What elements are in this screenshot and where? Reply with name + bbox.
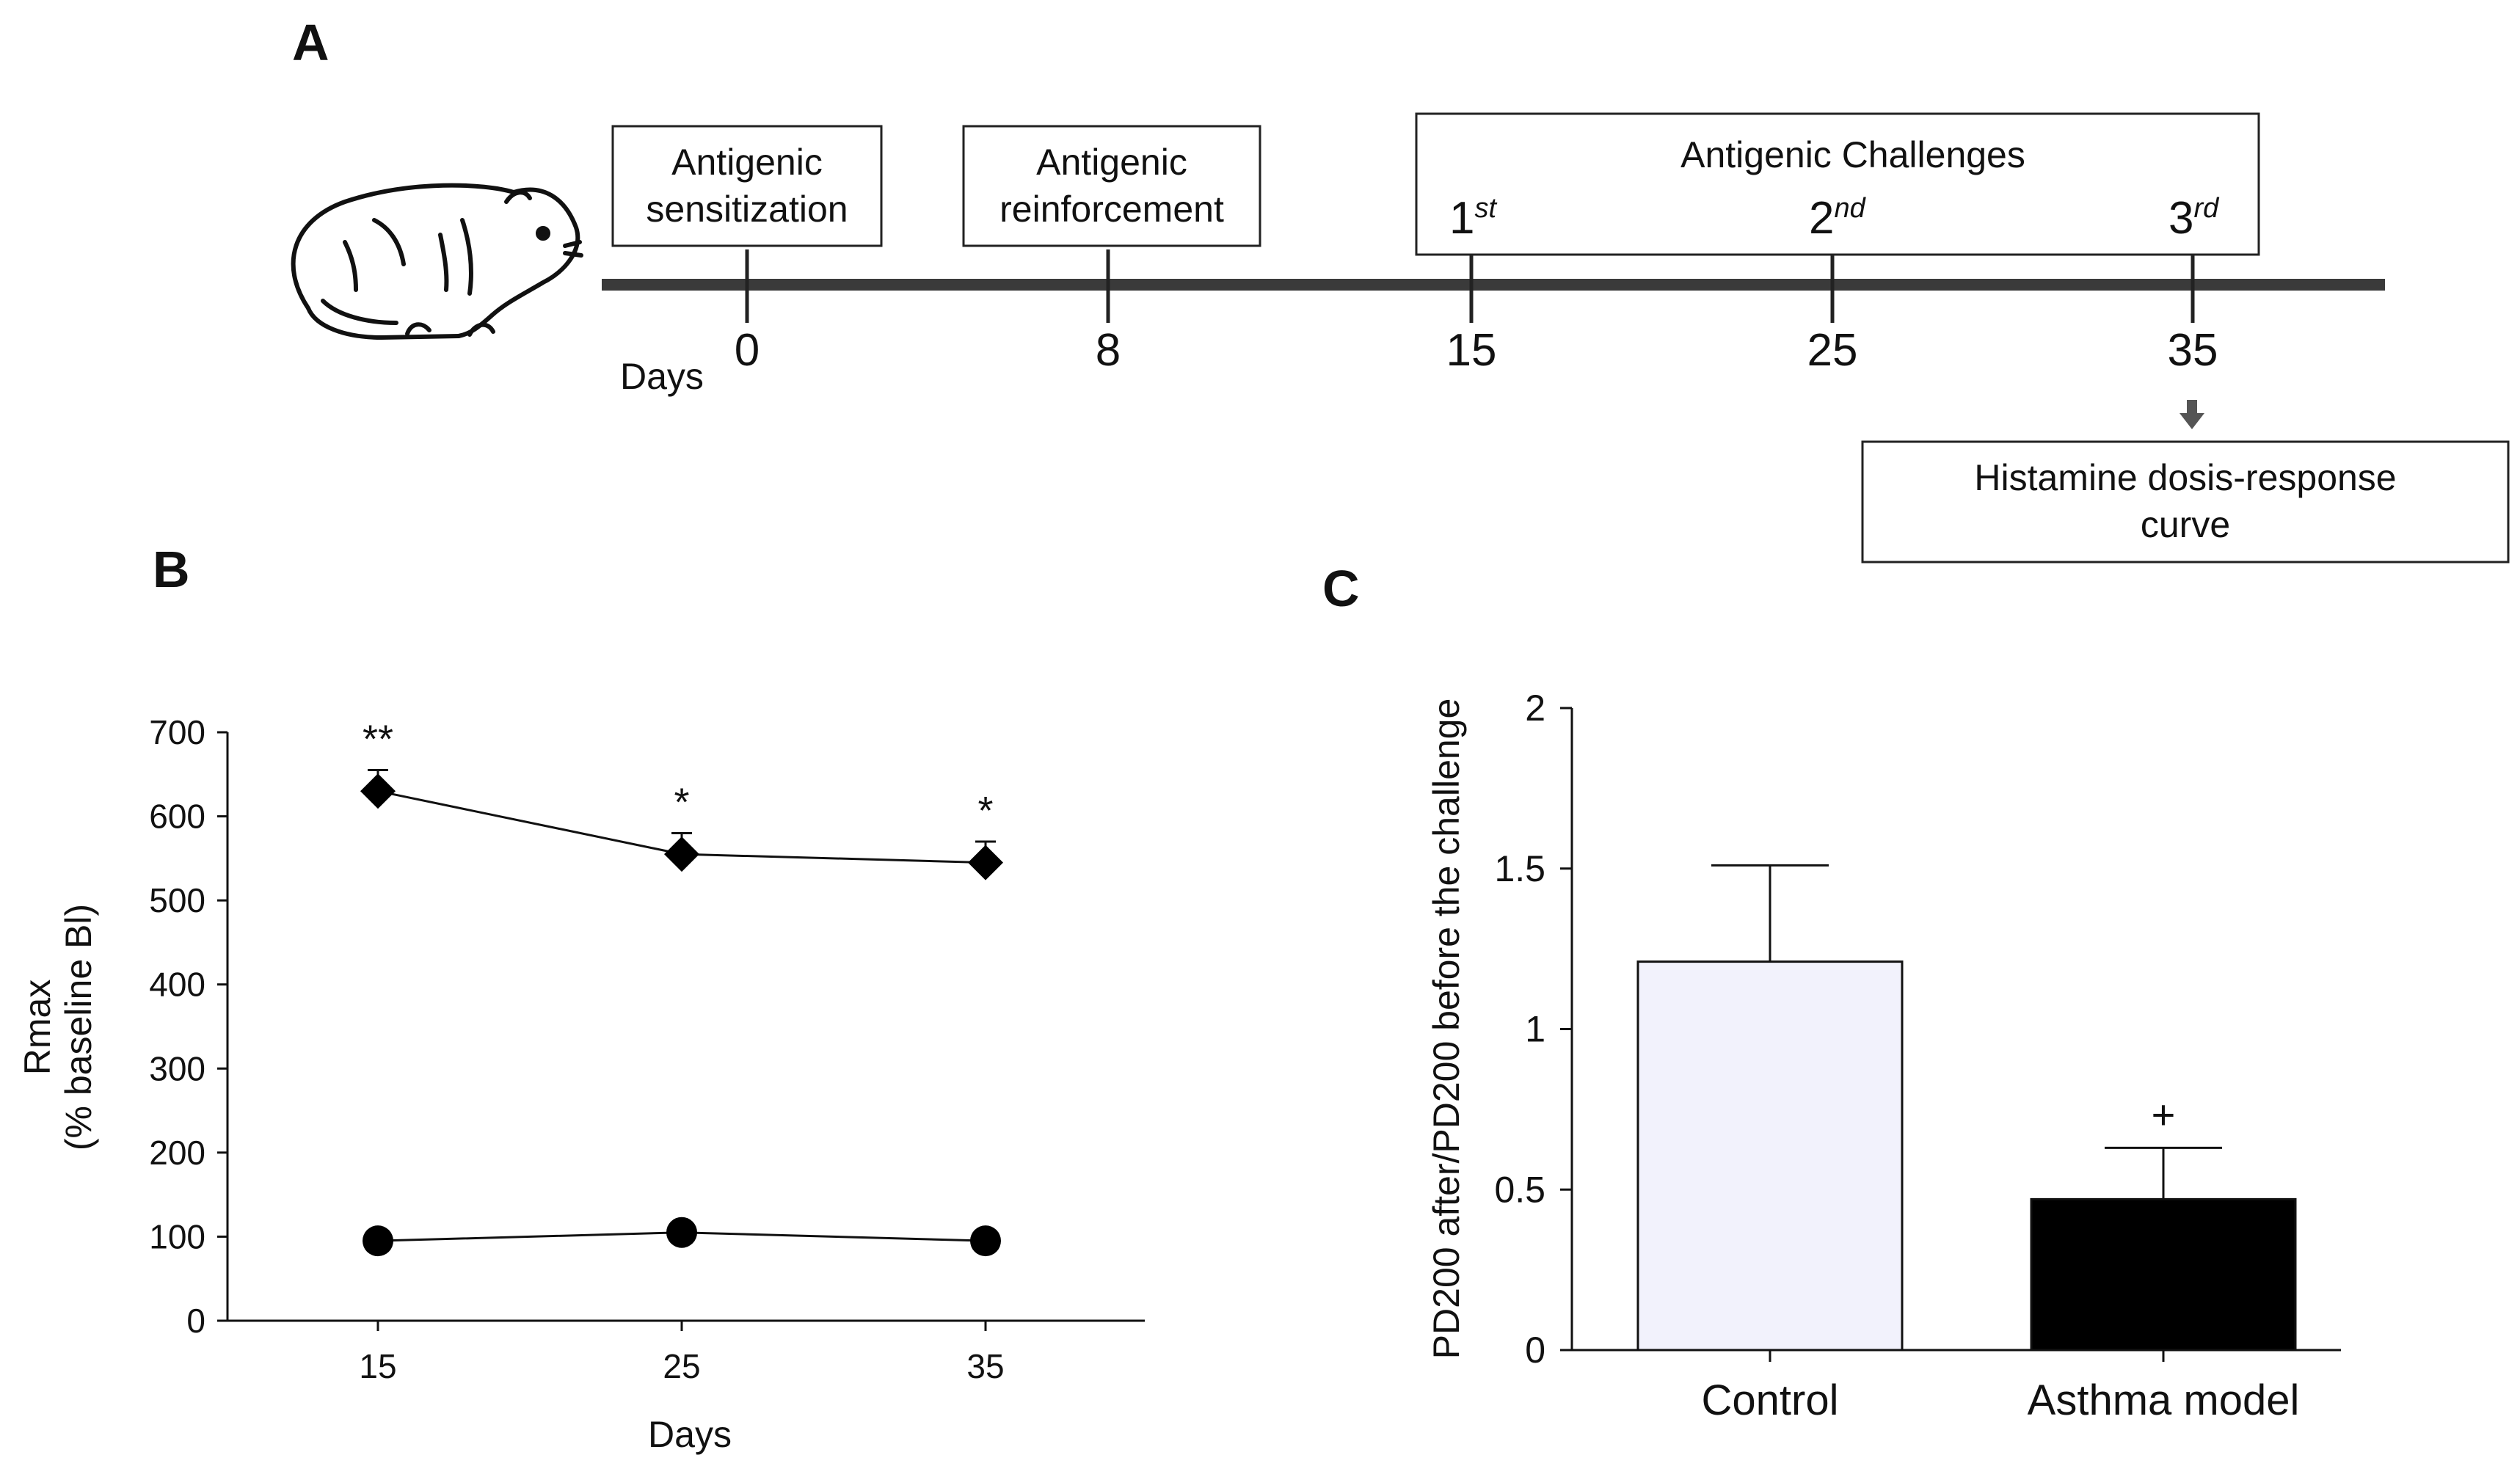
reinforcement-line2: reinforcement <box>999 189 1224 230</box>
day-8: 8 <box>1096 325 1121 376</box>
significance-marker: * <box>674 780 689 824</box>
reinforcement-box <box>962 125 1261 247</box>
day-35: 35 <box>2168 325 2218 376</box>
significance-marker: + <box>2152 1091 2176 1137</box>
chart-c-ytick-label: 0 <box>1525 1330 1545 1371</box>
chart-c-ytick-label: 1.5 <box>1494 848 1545 889</box>
circle-point <box>970 1225 1001 1257</box>
diamond-point <box>968 845 1003 880</box>
chart-c-ytick-label: 2 <box>1525 688 1545 729</box>
chart-b-ylabel: Rmax <box>17 980 58 1076</box>
chart-c-category-label: Control <box>1702 1376 1839 1424</box>
chart-b-ytick-label: 0 <box>186 1302 205 1340</box>
chart-b-ylabel2: (% baseline Bl) <box>58 904 99 1150</box>
ordinal-1st: 1st <box>1449 193 1497 244</box>
bar-chart-c: 0 0.5 1 1.5 2 Control Asthma model + PD200 aft… <box>1426 688 2341 1424</box>
chart-c-ytick-label: 1 <box>1525 1009 1545 1050</box>
sensitization-line1: Antigenic <box>671 142 823 183</box>
ordinal-2-num: 2 <box>1809 193 1834 244</box>
chart-b-xtick-label: 25 <box>663 1347 700 1385</box>
chart-b-ytick-label: 500 <box>149 881 205 919</box>
diamond-point <box>664 836 699 872</box>
day-25: 25 <box>1807 325 1858 376</box>
chart-b-xtick-label: 15 <box>359 1347 396 1385</box>
histamine-line2: curve <box>2141 504 2230 545</box>
ordinal-1-sup: st <box>1474 193 1497 224</box>
panel-label-a: A <box>292 14 329 71</box>
bar-0 <box>1636 960 1904 1352</box>
chart-b-ytick-label: 600 <box>149 798 205 836</box>
diamond-point <box>360 773 396 809</box>
ordinal-2-sup: nd <box>1834 193 1866 224</box>
significance-marker: * <box>977 789 993 833</box>
significance-marker: ** <box>363 718 393 762</box>
chart-c-ytick-label: 0.5 <box>1494 1169 1545 1210</box>
ordinal-1-num: 1 <box>1449 193 1474 244</box>
chart-c-ylabel: PD200 after/PD200 before the challenge <box>1426 699 1467 1360</box>
chart-b-ytick-label: 300 <box>149 1049 205 1087</box>
circle-point <box>363 1225 393 1257</box>
panel-label-c: C <box>1322 560 1360 617</box>
timeline-days-label: Days <box>620 356 704 397</box>
chart-b-ytick-label: 100 <box>149 1217 205 1255</box>
challenges-title: Antigenic Challenges <box>1680 134 2025 175</box>
timeline: Days 0 8 15 25 35 Antigenic sensitizatio… <box>602 112 2510 564</box>
circle-point <box>666 1217 697 1248</box>
day-0: 0 <box>735 325 760 376</box>
chart-b-ytick-label: 400 <box>149 966 205 1004</box>
ordinal-3rd: 3rd <box>2168 193 2220 244</box>
challenges-box <box>1415 112 2260 256</box>
chart-c-category-label: Asthma model <box>2028 1376 2300 1424</box>
ordinal-3-num: 3 <box>2168 193 2193 244</box>
panel-label-b: B <box>153 541 190 598</box>
bar-1 <box>2030 1197 2297 1352</box>
down-arrow-icon <box>2179 400 2204 429</box>
sensitization-box <box>611 125 883 247</box>
day-15: 15 <box>1446 325 1497 376</box>
chart-b-xlabel: Days <box>648 1414 732 1455</box>
histamine-line1: Histamine dosis-response <box>1974 457 2396 498</box>
reinforcement-line1: Antigenic <box>1036 142 1187 183</box>
chart-b-ytick-label: 200 <box>149 1134 205 1172</box>
ordinal-3-sup: rd <box>2193 193 2220 224</box>
histamine-box <box>1861 440 2510 564</box>
chart-b-ytick-label: 700 <box>149 713 205 751</box>
guinea-pig-icon <box>291 183 583 340</box>
sensitization-line2: sensitization <box>646 189 848 230</box>
ordinal-2nd: 2nd <box>1809 193 1867 244</box>
chart-b-xtick-label: 35 <box>966 1347 1004 1385</box>
